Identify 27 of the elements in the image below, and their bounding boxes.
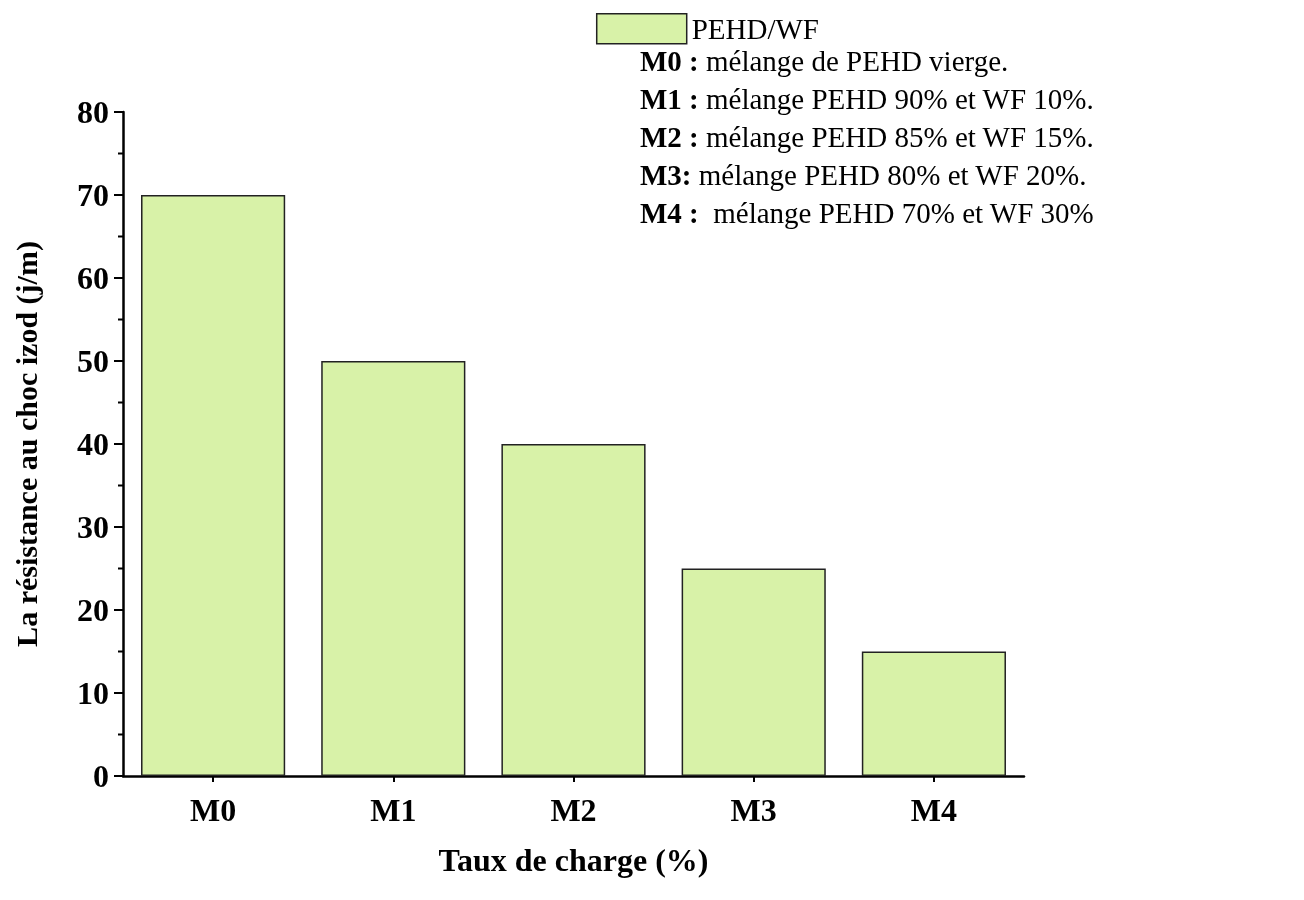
- annotation: M3: mélange PEHD 80% et WF 20%.: [640, 158, 1087, 191]
- y-tick-label: 0: [93, 758, 109, 794]
- annotation: M4 : mélange PEHD 70% et WF 30%: [640, 196, 1094, 229]
- y-tick-label: 80: [77, 94, 109, 130]
- bar: [321, 361, 466, 776]
- x-tick-label: M0: [190, 792, 237, 828]
- y-tick-label: 60: [77, 260, 109, 296]
- text: M0 : mélange de PEHD vierge.: [640, 44, 1009, 77]
- bar: [501, 444, 646, 776]
- y-tick-label: 70: [77, 177, 109, 213]
- bar: [861, 651, 1006, 776]
- y-tick-label: 30: [77, 509, 109, 545]
- bar: [141, 195, 286, 776]
- legend-label: PEHD/WF: [691, 12, 820, 45]
- x-axis-title: Taux de charge (%): [438, 842, 709, 878]
- y-tick-label: 50: [77, 343, 109, 379]
- y-tick-label: 10: [77, 675, 109, 711]
- bar: [681, 568, 826, 776]
- y-tick-label: 20: [77, 592, 109, 628]
- x-tick-label: M3: [730, 792, 777, 828]
- x-tick-label: M2: [550, 792, 597, 828]
- x-tick-label: M1: [370, 792, 417, 828]
- annotation: M2 : mélange PEHD 85% et WF 15%.: [640, 120, 1094, 153]
- y-axis-title: La résistance au choc izod (j/m): [9, 241, 44, 647]
- y-tick-label: 40: [77, 426, 109, 462]
- annotation: M1 : mélange PEHD 90% et WF 10%.: [640, 82, 1094, 115]
- x-tick-label: M4: [910, 792, 957, 828]
